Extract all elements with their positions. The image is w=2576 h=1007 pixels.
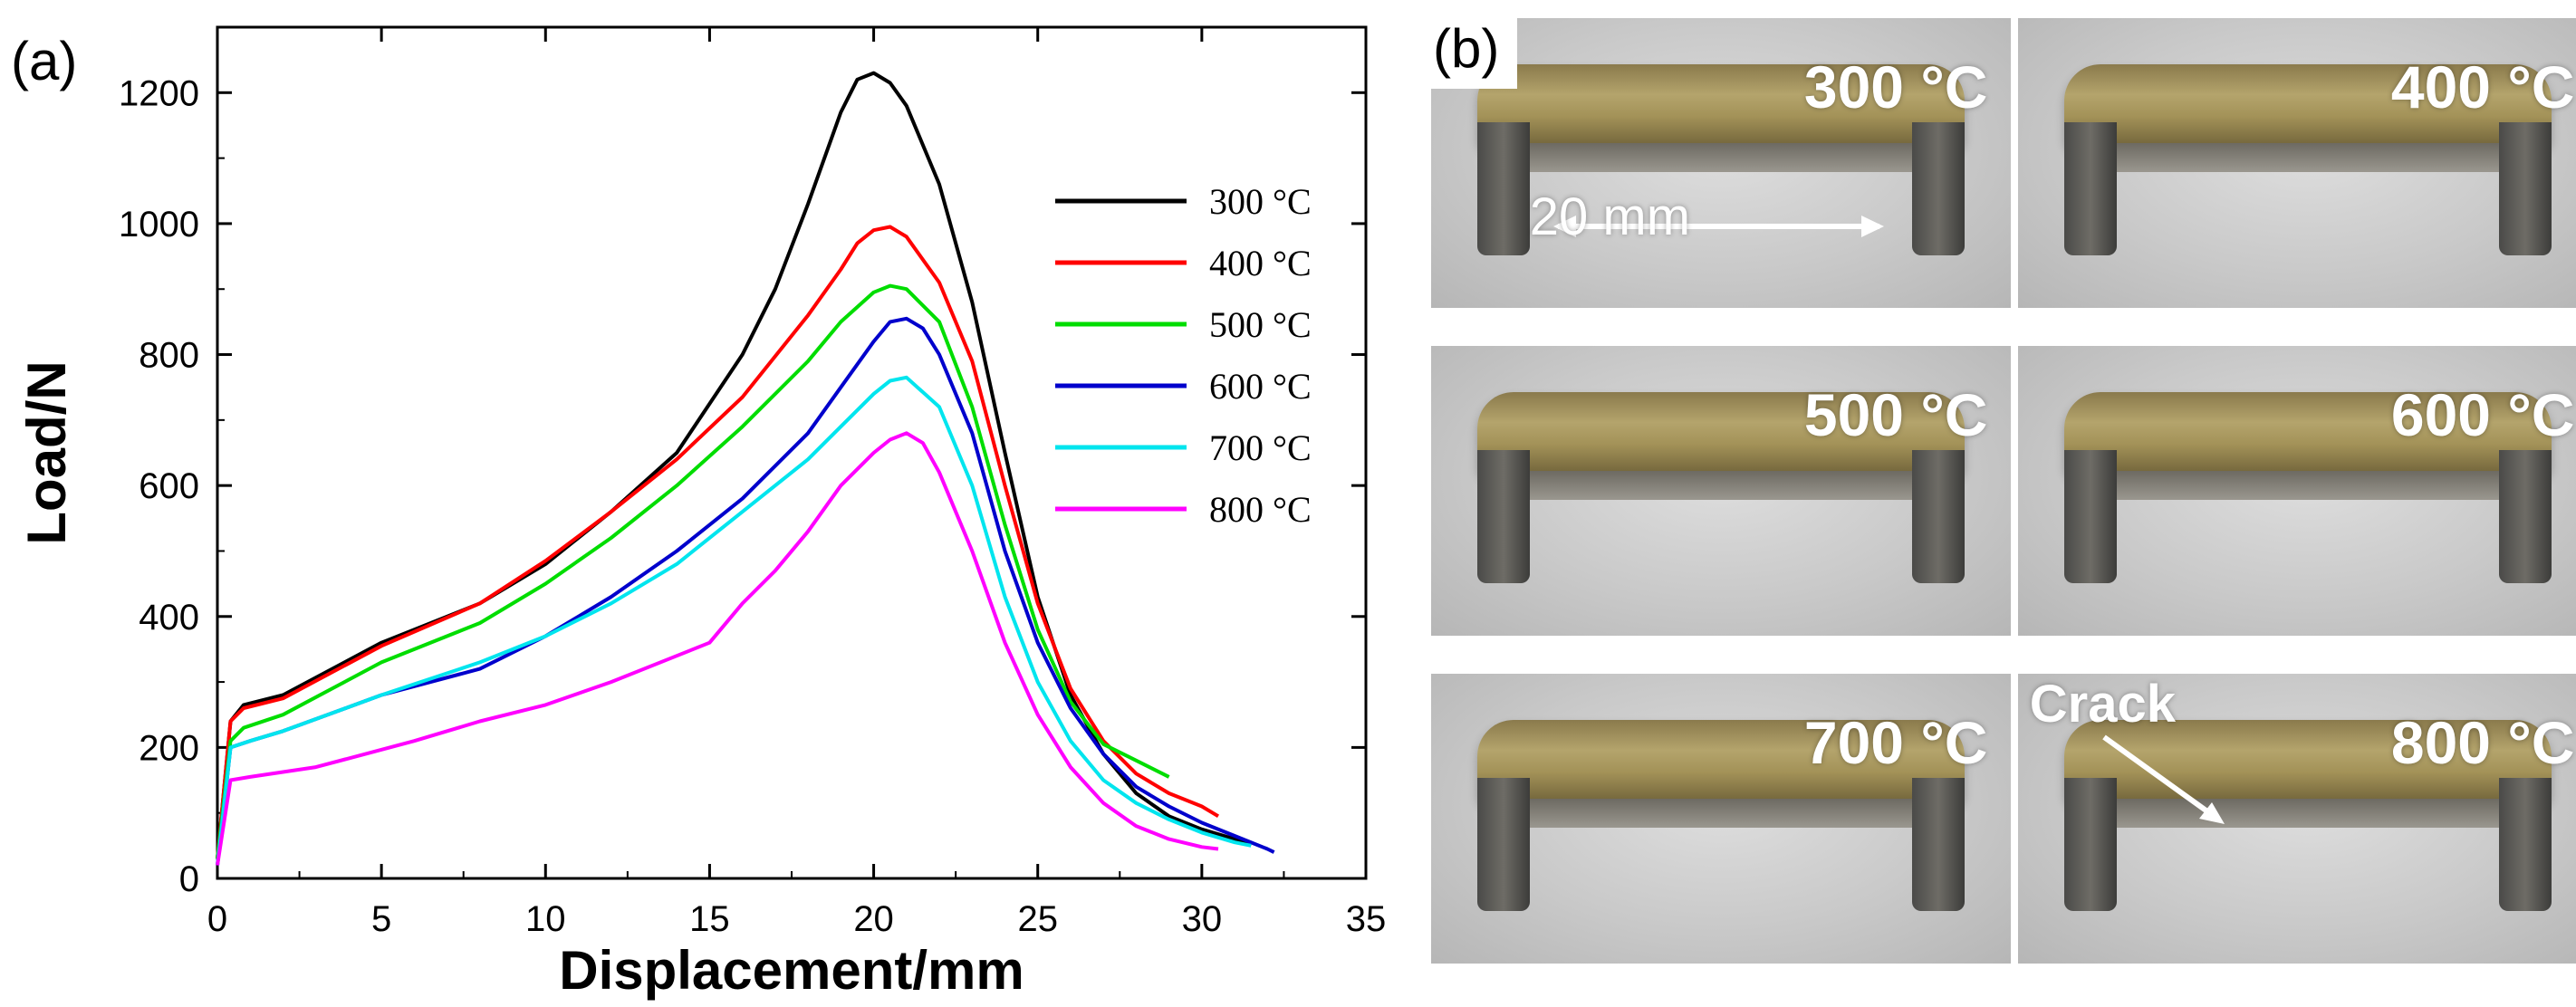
x-tick-label: 5 xyxy=(371,899,391,939)
legend-label-1: 400 °C xyxy=(1209,243,1312,283)
photo-300: 20 mm 300 °C xyxy=(1431,18,2011,308)
series-line-3 xyxy=(216,316,1275,866)
y-tick-label: 400 xyxy=(139,598,199,638)
photo-temp-label: 300 °C xyxy=(1803,53,1988,121)
y-tick-label: 800 xyxy=(139,336,199,376)
series-line-1 xyxy=(216,225,1220,859)
y-tick-label: 600 xyxy=(139,466,199,506)
photo-700: 700 °C xyxy=(1431,674,2011,964)
load-displacement-chart: 0 5 10 15 20 25 30 35 0 200 400 600 800 1000 1200 Displ… xyxy=(16,25,1387,1001)
photo-temp-label: 400 °C xyxy=(2390,53,2575,121)
series-line-4 xyxy=(216,375,1252,866)
panel-b-label: (b) xyxy=(1413,9,1518,89)
crack-arrow-icon xyxy=(2102,734,2225,824)
x-tick-label: 35 xyxy=(1346,899,1387,939)
x-axis-label: Displacement/mm xyxy=(559,940,1024,1001)
dimension-label: 20 mm xyxy=(1529,187,1691,246)
x-tick-label: 0 xyxy=(207,899,227,939)
legend-label-0: 300 °C xyxy=(1209,181,1312,222)
dimension-arrow-icon xyxy=(1553,216,1884,237)
crack-label: Crack xyxy=(2029,675,2177,734)
legend-label-5: 800 °C xyxy=(1209,489,1312,530)
x-tick-label: 10 xyxy=(525,899,566,939)
photo-temp-label: 500 °C xyxy=(1803,381,1988,449)
photo-temp-label: 600 °C xyxy=(2390,381,2575,449)
x-tick-label: 15 xyxy=(689,899,730,939)
photo-400: 400 °C xyxy=(2018,18,2576,308)
y-axis-label: Load/N xyxy=(16,360,77,544)
y-tick-label: 1000 xyxy=(119,205,199,245)
series-line-5 xyxy=(216,431,1219,866)
photo-temp-label: 800 °C xyxy=(2390,709,2575,777)
legend-label-2: 500 °C xyxy=(1209,304,1312,345)
photo-600: 600 °C xyxy=(2018,346,2576,636)
y-tick-label: 0 xyxy=(179,859,199,899)
photo-500: 500 °C xyxy=(1431,346,2011,636)
legend-label-3: 600 °C xyxy=(1209,366,1312,407)
series-line-2 xyxy=(216,283,1170,859)
y-tick-label: 1200 xyxy=(119,73,199,113)
y-tick-label: 200 xyxy=(139,728,199,768)
photo-temp-label: 700 °C xyxy=(1803,709,1988,777)
legend-label-4: 700 °C xyxy=(1209,427,1312,468)
panel-a-label: (a) xyxy=(11,31,78,91)
x-tick-label: 20 xyxy=(853,899,894,939)
x-tick-label: 25 xyxy=(1017,899,1058,939)
photo-800: Crack 800 °C xyxy=(2018,674,2576,964)
plot-frame xyxy=(216,25,1368,880)
x-tick-label: 30 xyxy=(1182,899,1223,939)
